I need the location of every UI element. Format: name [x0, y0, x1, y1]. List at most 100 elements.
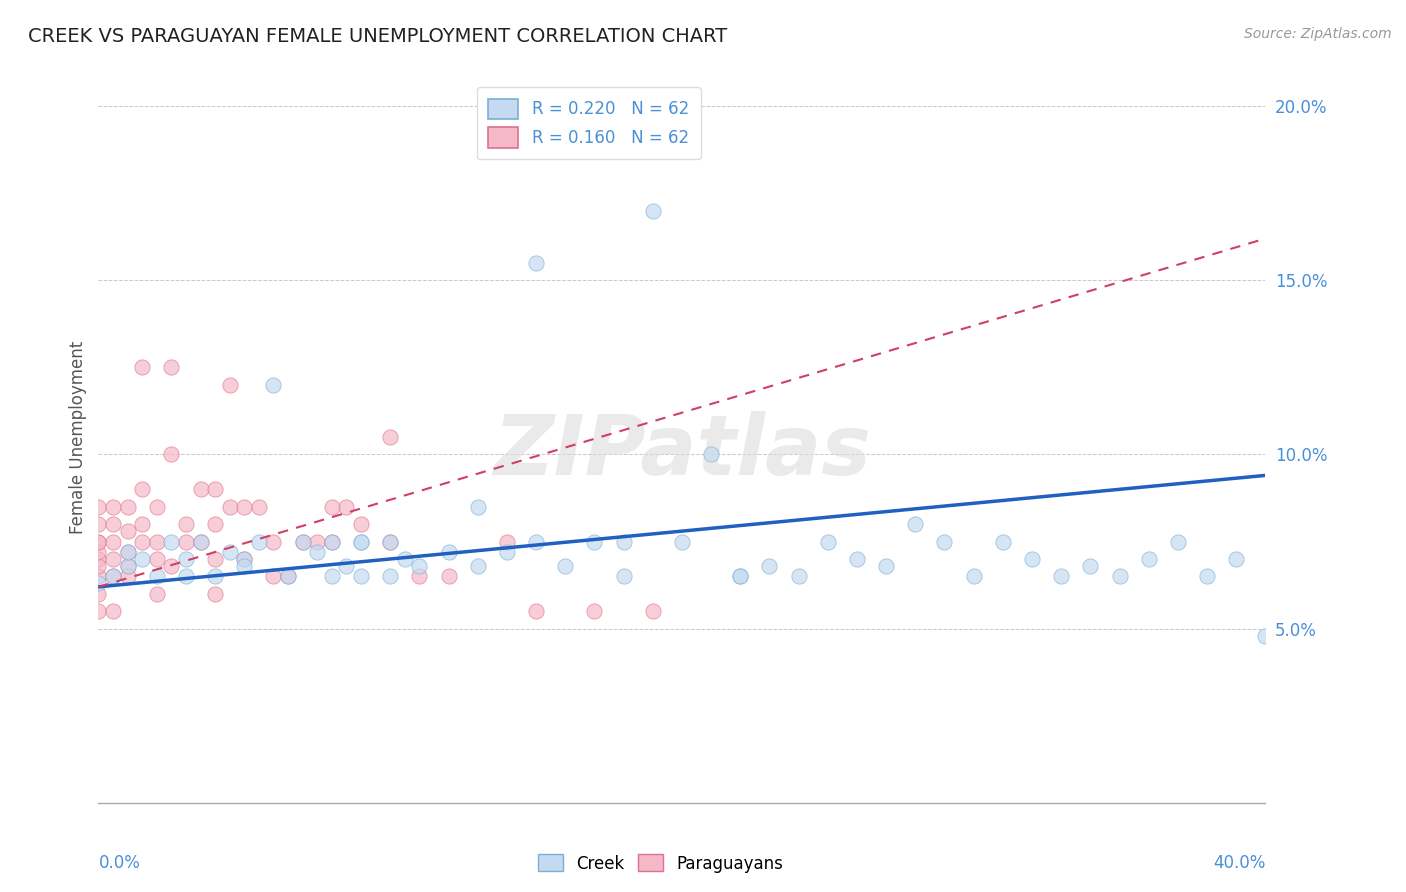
Point	[307, 545, 329, 559]
Point	[101, 517, 124, 532]
Point	[408, 569, 430, 583]
Point	[190, 483, 212, 497]
Point	[394, 552, 416, 566]
Point	[204, 569, 226, 583]
Point	[87, 569, 110, 583]
Point	[262, 569, 284, 583]
Point	[1137, 552, 1160, 566]
Point	[350, 534, 373, 549]
Point	[101, 569, 124, 583]
Point	[875, 558, 897, 573]
Point	[378, 430, 402, 444]
Point	[321, 534, 343, 549]
Point	[117, 569, 139, 583]
Point	[160, 534, 183, 549]
Point	[787, 569, 810, 583]
Point	[87, 587, 110, 601]
Point	[87, 534, 110, 549]
Point	[146, 587, 169, 601]
Point	[583, 604, 606, 618]
Point	[101, 604, 124, 618]
Point	[495, 534, 517, 549]
Point	[218, 500, 240, 514]
Point	[262, 377, 284, 392]
Point	[204, 517, 226, 532]
Point	[233, 552, 256, 566]
Text: 40.0%: 40.0%	[1213, 854, 1265, 872]
Point	[335, 500, 357, 514]
Point	[671, 534, 693, 549]
Point	[101, 569, 124, 583]
Point	[174, 552, 197, 566]
Point	[101, 552, 124, 566]
Point	[321, 500, 343, 514]
Point	[277, 569, 299, 583]
Point	[218, 545, 240, 559]
Point	[146, 500, 169, 514]
Point	[1195, 569, 1218, 583]
Point	[307, 534, 329, 549]
Text: ZIPatlas: ZIPatlas	[494, 411, 870, 492]
Point	[817, 534, 839, 549]
Point	[131, 552, 153, 566]
Point	[131, 534, 153, 549]
Point	[87, 604, 110, 618]
Point	[904, 517, 927, 532]
Point	[101, 500, 124, 514]
Point	[101, 534, 124, 549]
Point	[700, 448, 723, 462]
Point	[378, 569, 402, 583]
Point	[262, 534, 284, 549]
Point	[233, 500, 256, 514]
Point	[1108, 569, 1130, 583]
Point	[146, 534, 169, 549]
Point	[612, 534, 634, 549]
Point	[437, 569, 460, 583]
Point	[160, 360, 183, 375]
Point	[378, 534, 402, 549]
Point	[291, 534, 314, 549]
Point	[524, 604, 547, 618]
Text: 0.0%: 0.0%	[98, 854, 141, 872]
Point	[1021, 552, 1043, 566]
Point	[641, 604, 664, 618]
Point	[204, 587, 226, 601]
Point	[845, 552, 868, 566]
Point	[321, 534, 343, 549]
Point	[962, 569, 984, 583]
Point	[117, 545, 139, 559]
Point	[1080, 558, 1102, 573]
Point	[1225, 552, 1247, 566]
Point	[87, 552, 110, 566]
Point	[204, 552, 226, 566]
Point	[131, 360, 153, 375]
Point	[117, 558, 139, 573]
Point	[583, 534, 606, 549]
Point	[190, 534, 212, 549]
Point	[247, 534, 270, 549]
Point	[174, 534, 197, 549]
Point	[146, 552, 169, 566]
Point	[87, 500, 110, 514]
Point	[174, 569, 197, 583]
Point	[437, 545, 460, 559]
Point	[146, 569, 169, 583]
Text: Source: ZipAtlas.com: Source: ZipAtlas.com	[1244, 27, 1392, 41]
Point	[218, 377, 240, 392]
Point	[495, 545, 517, 559]
Point	[758, 558, 780, 573]
Point	[87, 517, 110, 532]
Point	[524, 256, 547, 270]
Point	[277, 569, 299, 583]
Point	[321, 569, 343, 583]
Point	[728, 569, 751, 583]
Point	[467, 500, 489, 514]
Point	[350, 569, 373, 583]
Point	[467, 558, 489, 573]
Point	[131, 483, 153, 497]
Point	[204, 483, 226, 497]
Point	[1050, 569, 1073, 583]
Point	[335, 558, 357, 573]
Point	[87, 545, 110, 559]
Point	[87, 534, 110, 549]
